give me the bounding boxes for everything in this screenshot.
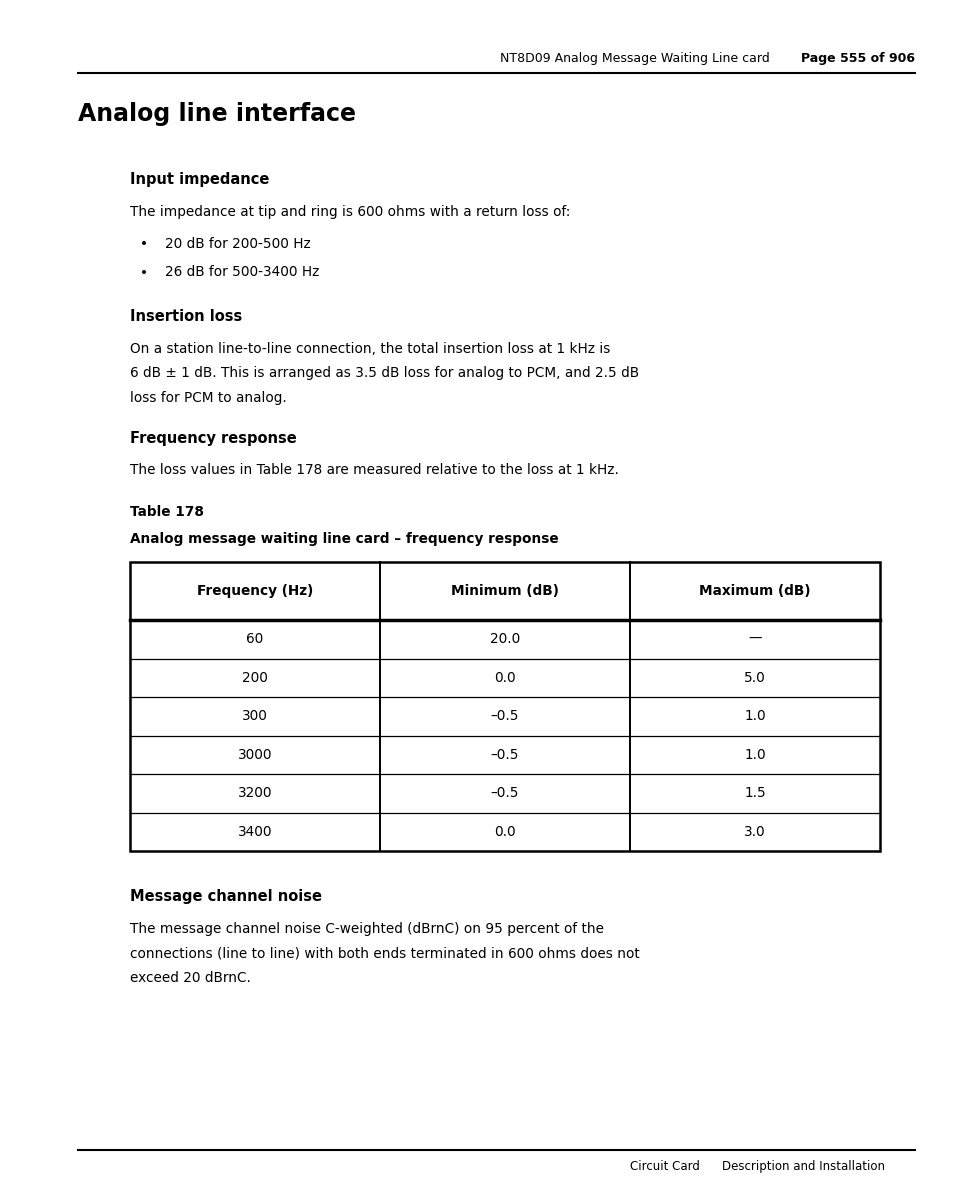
Text: –0.5: –0.5 <box>490 709 518 724</box>
Text: 1.0: 1.0 <box>743 709 765 724</box>
Text: Maximum (dB): Maximum (dB) <box>699 584 810 599</box>
Text: Insertion loss: Insertion loss <box>130 309 242 325</box>
Text: 200: 200 <box>242 671 268 685</box>
Text: Message channel noise: Message channel noise <box>130 889 322 904</box>
Text: NT8D09 Analog Message Waiting Line card: NT8D09 Analog Message Waiting Line card <box>499 52 769 65</box>
Text: The message channel noise C-weighted (dBrnC) on 95 percent of the: The message channel noise C-weighted (dB… <box>130 922 603 936</box>
Text: The loss values in Table 178 are measured relative to the loss at 1 kHz.: The loss values in Table 178 are measure… <box>130 464 618 477</box>
Text: 3.0: 3.0 <box>743 825 765 839</box>
Text: 60: 60 <box>246 632 263 647</box>
Text: Table 178: Table 178 <box>130 506 204 519</box>
Text: exceed 20 dBrnC.: exceed 20 dBrnC. <box>130 971 251 984</box>
Text: –0.5: –0.5 <box>490 748 518 762</box>
Text: Frequency (Hz): Frequency (Hz) <box>196 584 313 599</box>
Text: Description and Installation: Description and Installation <box>721 1160 884 1173</box>
Text: 1.0: 1.0 <box>743 748 765 762</box>
Bar <box>130 563 879 851</box>
Text: The impedance at tip and ring is 600 ohms with a return loss of:: The impedance at tip and ring is 600 ohm… <box>130 206 570 219</box>
Text: 0.0: 0.0 <box>494 825 516 839</box>
Text: Analog message waiting line card – frequency response: Analog message waiting line card – frequ… <box>130 532 558 546</box>
Text: 1.5: 1.5 <box>743 786 765 801</box>
Text: On a station line-to-line connection, the total insertion loss at 1 kHz is: On a station line-to-line connection, th… <box>130 343 610 356</box>
Text: •: • <box>140 237 148 251</box>
Text: 26 dB for 500-3400 Hz: 26 dB for 500-3400 Hz <box>165 266 319 280</box>
Text: loss for PCM to analog.: loss for PCM to analog. <box>130 391 287 405</box>
Text: 3400: 3400 <box>237 825 272 839</box>
Text: Analog line interface: Analog line interface <box>78 102 355 126</box>
Text: –0.5: –0.5 <box>490 786 518 801</box>
Bar <box>130 563 879 620</box>
Text: connections (line to line) with both ends terminated in 600 ohms does not: connections (line to line) with both end… <box>130 946 639 960</box>
Text: Circuit Card: Circuit Card <box>629 1160 700 1173</box>
Text: Frequency response: Frequency response <box>130 430 296 446</box>
Text: 300: 300 <box>242 709 268 724</box>
Text: 3000: 3000 <box>237 748 272 762</box>
Text: 20 dB for 200-500 Hz: 20 dB for 200-500 Hz <box>165 237 311 251</box>
Text: Page 555 of 906: Page 555 of 906 <box>801 52 914 65</box>
Text: 20.0: 20.0 <box>489 632 519 647</box>
Text: 5.0: 5.0 <box>743 671 765 685</box>
Text: Minimum (dB): Minimum (dB) <box>451 584 558 599</box>
Text: •: • <box>140 266 148 280</box>
Text: 3200: 3200 <box>237 786 272 801</box>
Text: 0.0: 0.0 <box>494 671 516 685</box>
Text: —: — <box>747 632 760 647</box>
Text: Input impedance: Input impedance <box>130 172 269 188</box>
Text: 6 dB ± 1 dB. This is arranged as 3.5 dB loss for analog to PCM, and 2.5 dB: 6 dB ± 1 dB. This is arranged as 3.5 dB … <box>130 367 639 381</box>
